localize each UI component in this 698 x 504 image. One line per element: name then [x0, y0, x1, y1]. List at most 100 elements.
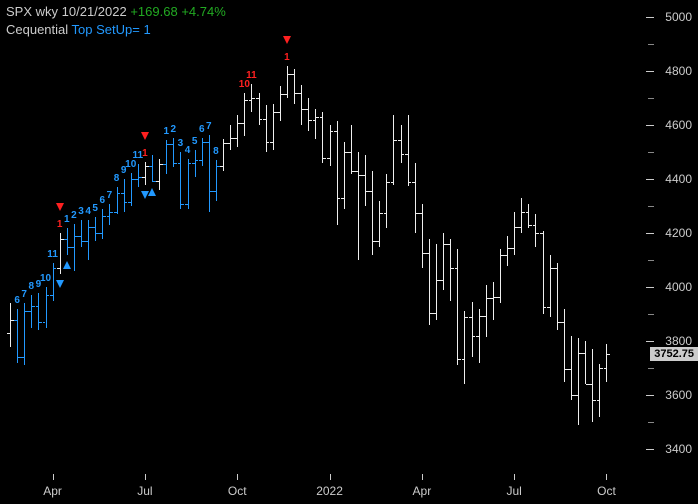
ohlc-bar — [401, 125, 402, 163]
open-tick — [597, 400, 600, 401]
open-tick — [142, 177, 145, 178]
y-tick — [646, 449, 654, 450]
open-tick — [447, 244, 450, 245]
setup-number: 2 — [171, 124, 177, 135]
open-tick — [334, 131, 337, 132]
x-tick-label: Jul — [137, 484, 152, 498]
ohlc-bar — [422, 204, 423, 269]
ohlc-bar — [500, 249, 501, 303]
open-tick — [64, 239, 67, 240]
ohlc-bar — [294, 69, 295, 104]
open-tick — [455, 268, 458, 269]
open-tick — [170, 144, 173, 145]
y-tick — [646, 179, 654, 180]
y-tick-label: 4800 — [665, 64, 692, 78]
ohlc-bar — [308, 98, 309, 130]
open-tick — [568, 369, 571, 370]
last-price-tag: 3752.75 — [650, 347, 698, 361]
open-tick — [547, 307, 550, 308]
ohlc-bar — [365, 155, 366, 206]
open-tick — [156, 181, 159, 182]
ohlc-bar — [358, 152, 359, 260]
open-tick — [462, 359, 465, 360]
x-tick — [514, 474, 515, 480]
ohlc-bar — [74, 224, 75, 271]
down-arrow-icon — [56, 280, 64, 288]
open-tick — [135, 179, 138, 180]
open-tick — [163, 164, 166, 165]
ohlc-bar — [379, 201, 380, 247]
ohlc-bar — [415, 163, 416, 233]
down-arrow-icon — [56, 203, 64, 211]
open-tick — [476, 336, 479, 337]
ohlc-bar — [17, 309, 18, 363]
ohlc-bar — [95, 217, 96, 241]
open-tick — [504, 255, 507, 256]
ohlc-bar — [393, 115, 394, 185]
open-tick — [107, 216, 110, 217]
open-tick — [526, 212, 529, 213]
y-tick-minor — [648, 314, 654, 315]
ohlc-bar — [273, 104, 274, 150]
open-tick — [589, 384, 592, 385]
open-tick — [14, 320, 17, 321]
setup-number: 6 — [100, 195, 106, 206]
open-tick — [384, 213, 387, 214]
ohlc-bar — [493, 282, 494, 320]
ohlc-bar — [550, 255, 551, 317]
open-tick — [518, 227, 521, 228]
ohlc-bar — [31, 295, 32, 327]
open-tick — [121, 193, 124, 194]
x-tick-label: Jul — [507, 484, 522, 498]
down-arrow-icon — [283, 36, 291, 44]
open-tick — [426, 253, 429, 254]
ohlc-bar — [301, 85, 302, 125]
open-tick — [405, 154, 408, 155]
open-tick — [398, 140, 401, 141]
ohlc-bar — [599, 364, 600, 417]
ohlc-bar — [443, 233, 444, 290]
y-tick-label: 4000 — [665, 280, 692, 294]
setup-number: 8 — [213, 146, 219, 157]
open-tick — [185, 204, 188, 205]
y-tick-label: 4200 — [665, 226, 692, 240]
ohlc-bar — [351, 125, 352, 174]
open-tick — [313, 120, 316, 121]
y-tick — [646, 17, 654, 18]
ohlc-bar — [535, 214, 536, 246]
ohlc-bar — [209, 135, 210, 212]
y-tick-label: 3600 — [665, 388, 692, 402]
ohlc-bar — [464, 311, 465, 384]
open-tick — [270, 142, 273, 143]
open-tick — [192, 163, 195, 164]
setup-number: 4 — [85, 206, 91, 217]
setup-number: 6 — [199, 124, 205, 135]
open-tick — [497, 297, 500, 298]
ohlc-bar — [606, 344, 607, 382]
x-tick — [330, 474, 331, 480]
chart-container: SPX wky 10/21/2022 +169.68 +4.74% Cequen… — [0, 0, 698, 504]
ohlc-bar — [24, 303, 25, 365]
setup-number: 11 — [246, 70, 257, 81]
setup-number: 9 — [36, 279, 42, 290]
ohlc-bar — [166, 140, 167, 174]
y-tick — [646, 395, 654, 396]
open-tick — [78, 236, 81, 237]
indicator-value: 1 — [143, 22, 150, 37]
ohlc-bar — [585, 341, 586, 384]
down-arrow-icon — [141, 191, 149, 199]
setup-number: 6 — [14, 295, 20, 306]
x-tick — [422, 474, 423, 480]
open-tick — [483, 316, 486, 317]
setup-number: 10 — [125, 159, 136, 170]
ohlc-bar — [571, 336, 572, 401]
open-tick — [71, 247, 74, 248]
open-tick — [206, 142, 209, 143]
ohlc-bar — [46, 287, 47, 327]
y-tick-label: 4600 — [665, 118, 692, 132]
setup-number: 1 — [163, 126, 169, 137]
setup-number: 11 — [47, 249, 58, 260]
open-tick — [490, 298, 493, 299]
ohlc-bar — [38, 293, 39, 331]
indicator-name: Cequential — [6, 22, 68, 37]
